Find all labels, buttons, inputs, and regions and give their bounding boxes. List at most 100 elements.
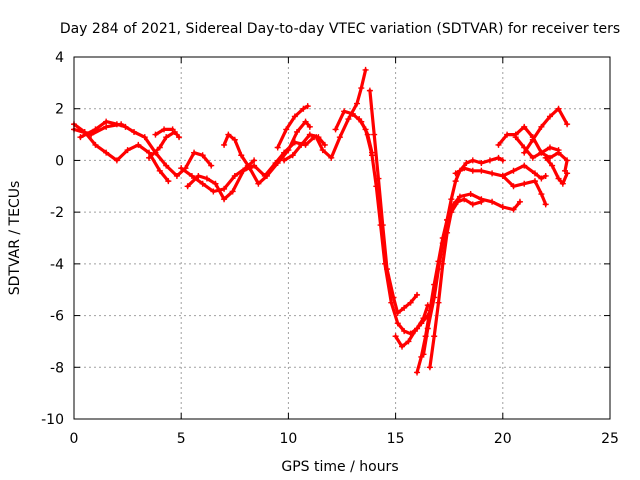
data-series-16: [414, 191, 523, 376]
data-point-marker: [300, 105, 307, 112]
data-point-marker: [510, 206, 517, 213]
data-point-marker: [426, 364, 433, 371]
data-point-marker: [564, 170, 571, 177]
y-axis-label: SDTVAR / TECUs: [7, 181, 23, 296]
data-point-marker: [122, 123, 129, 130]
data-point-marker: [448, 196, 455, 203]
data-point-marker: [362, 66, 369, 73]
data-point-marker: [531, 170, 538, 177]
data-point-marker: [146, 154, 153, 161]
x-tick-label: 15: [387, 431, 405, 447]
data-point-marker: [231, 136, 238, 143]
data-point-marker: [328, 154, 335, 161]
chart-gridlines: [74, 57, 610, 419]
data-point-marker: [510, 183, 517, 190]
data-point-marker: [285, 147, 292, 154]
data-point-marker: [152, 131, 159, 138]
series-trace: [72, 122, 170, 183]
data-point-marker: [546, 144, 553, 151]
data-point-marker: [521, 144, 528, 151]
data-point-marker: [163, 134, 170, 141]
data-point-marker: [424, 325, 431, 332]
plot-frame: [73, 56, 611, 420]
data-point-marker: [251, 157, 258, 164]
data-point-marker: [375, 175, 382, 182]
data-point-marker: [354, 100, 361, 107]
series-trace: [394, 314, 430, 349]
data-series-15: [392, 312, 431, 350]
series-trace: [314, 68, 368, 160]
data-point-marker: [238, 152, 245, 159]
data-point-marker: [313, 134, 320, 141]
data-point-marker: [203, 175, 210, 182]
data-point-marker: [495, 154, 502, 161]
data-point-marker: [283, 126, 290, 133]
data-series-24: [542, 154, 571, 187]
data-point-marker: [199, 152, 206, 159]
series-trace: [428, 197, 483, 369]
data-point-marker: [379, 222, 386, 229]
data-point-marker: [173, 172, 180, 179]
data-point-marker: [349, 110, 356, 117]
data-series-1: [71, 121, 172, 185]
y-tick-label: 4: [55, 50, 64, 66]
data-point-marker: [401, 304, 408, 311]
data-point-marker: [439, 260, 446, 267]
data-point-marker: [156, 144, 163, 151]
data-point-marker: [184, 183, 191, 190]
x-tick-label: 0: [70, 431, 79, 447]
data-point-marker: [467, 191, 474, 198]
data-point-marker: [469, 167, 476, 174]
data-point-marker: [555, 147, 562, 154]
data-point-marker: [345, 116, 352, 123]
data-point-marker: [369, 152, 376, 159]
y-tick-label: -6: [50, 309, 64, 325]
data-point-marker: [431, 294, 438, 301]
data-series-22: [521, 105, 571, 156]
data-point-marker: [169, 126, 176, 133]
data-point-marker: [469, 157, 476, 164]
data-point-marker: [92, 126, 99, 133]
y-tick-label: -8: [50, 360, 64, 376]
data-point-marker: [420, 351, 427, 358]
data-point-marker: [499, 157, 506, 164]
data-point-marker: [414, 291, 421, 298]
data-point-marker: [394, 309, 401, 316]
data-point-marker: [469, 201, 476, 208]
data-point-marker: [255, 180, 262, 187]
data-point-marker: [407, 299, 414, 306]
data-point-marker: [77, 134, 84, 141]
data-point-marker: [555, 175, 562, 182]
data-point-marker: [103, 118, 110, 125]
data-point-marker: [463, 160, 470, 167]
data-point-marker: [92, 141, 99, 148]
series-trace: [72, 122, 213, 178]
data-point-marker: [538, 175, 545, 182]
data-point-marker: [531, 178, 538, 185]
data-point-marker: [390, 294, 397, 301]
data-point-marker: [454, 198, 461, 205]
data-point-marker: [103, 123, 110, 130]
data-series-18: [426, 196, 485, 371]
data-point-marker: [240, 167, 247, 174]
series-trace: [282, 133, 327, 162]
y-tick-label: -10: [41, 412, 64, 428]
data-point-marker: [546, 113, 553, 120]
data-point-marker: [529, 136, 536, 143]
data-point-marker: [251, 162, 258, 169]
data-point-marker: [499, 203, 506, 210]
data-point-marker: [281, 157, 288, 164]
data-point-marker: [146, 149, 153, 156]
data-series-8: [221, 118, 313, 187]
data-series-11: [313, 66, 369, 161]
data-point-marker: [124, 147, 131, 154]
data-point-marker: [510, 167, 517, 174]
data-point-marker: [165, 178, 172, 185]
data-point-marker: [356, 116, 363, 123]
data-point-marker: [298, 141, 305, 148]
x-tick-label: 20: [494, 431, 512, 447]
data-point-marker: [559, 180, 566, 187]
data-point-marker: [516, 198, 523, 205]
data-point-marker: [178, 165, 185, 172]
